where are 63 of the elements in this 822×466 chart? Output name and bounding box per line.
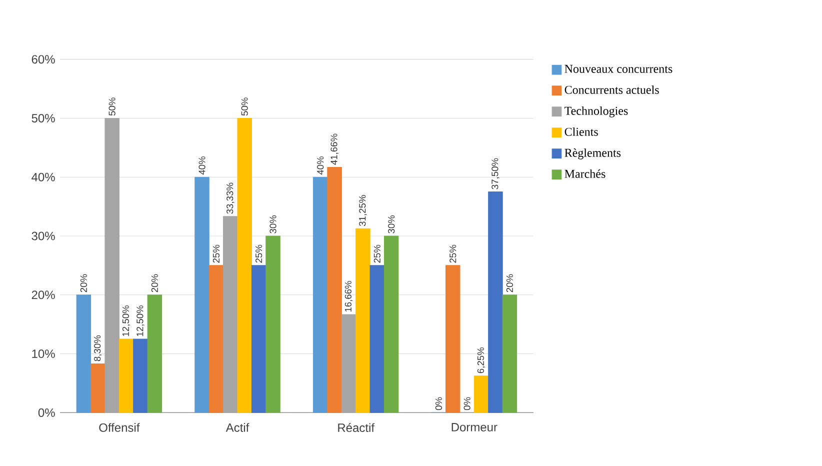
data-label: 50% [241,98,248,116]
legend-label: Clients [564,127,598,136]
data-label: 41,66% [330,134,338,165]
x-tick-label: Dormeur [452,423,498,432]
data-label: 20% [80,274,87,292]
data-label: 12,50% [122,305,130,336]
bar [312,176,328,413]
y-tick-label: 10% [32,350,55,358]
bar [327,167,342,413]
bar [118,338,134,413]
data-label: 25% [374,244,380,263]
bar [341,314,356,413]
legend-label: Technologies [564,106,628,118]
data-label: 25% [450,244,456,263]
data-label: 6,25% [477,347,486,374]
data-label: 31,25% [359,195,367,226]
bar [194,176,210,413]
y-tick-label: 20% [32,290,55,300]
data-label: 8,30% [94,335,102,362]
data-label: 12,50% [136,305,144,336]
data-label: 50% [108,98,116,116]
x-tick-label: Réactif [338,423,375,432]
data-label: 30% [270,215,276,234]
data-label: 20% [151,274,158,292]
bar [76,294,92,413]
bar [104,118,120,413]
data-label: 30% [388,215,395,234]
legend-label: Marchés [564,169,606,178]
x-tick-label: Actif [226,423,250,432]
bar [356,228,370,413]
data-label: 40% [198,156,206,175]
data-label: 25% [256,244,262,263]
bar [147,294,162,413]
bar [223,216,238,413]
y-tick-label: 40% [32,172,55,182]
bar [474,376,489,413]
data-label: 25% [212,244,220,263]
bar [90,364,106,413]
bar [370,265,385,413]
data-label: 0% [464,397,470,410]
y-tick-label: 0% [38,408,55,417]
data-label: 33,33% [226,182,234,214]
data-label: 20% [506,274,513,292]
data-label: 16,66% [344,280,353,312]
bar [237,118,252,413]
data-label: 0% [435,397,442,410]
legend-label: Règlements [564,148,621,160]
y-tick-label: 60% [32,55,55,64]
bar [488,192,503,413]
data-label: 40% [317,156,324,175]
legend-label: Nouveaux concurrents [564,64,672,73]
bar [251,265,266,413]
bar [266,236,280,413]
bar [445,265,460,413]
data-label: 37,50% [492,158,500,190]
y-tick-label: 30% [32,232,55,240]
bar [384,236,399,413]
bar [208,265,224,413]
bar [502,294,518,413]
bar [133,338,148,413]
legend-label: Concurrents actuels [564,85,659,94]
x-tick-label: Offensif [99,423,140,432]
y-tick-label: 50% [32,114,55,122]
